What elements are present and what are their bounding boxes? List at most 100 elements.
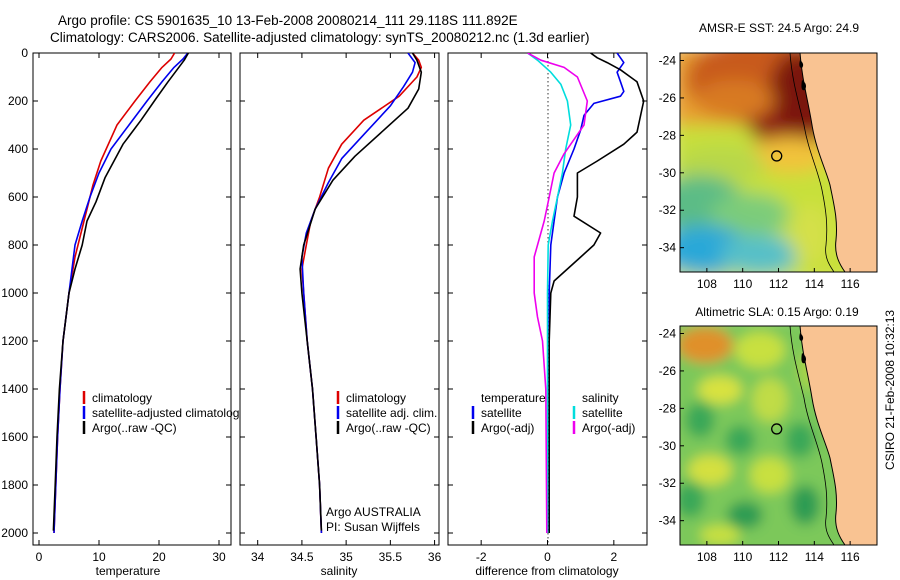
temperature-series — [52, 53, 190, 534]
legend-label-satellite: satellite-adjusted climatology — [92, 406, 245, 420]
map-y-tick-label: -24 — [659, 53, 677, 67]
difference-xlabel: difference from climatology — [475, 564, 618, 578]
salinity-xlabel: salinity — [321, 564, 358, 578]
map-y-tick-label: -34 — [659, 514, 677, 528]
series-line-argo — [52, 53, 190, 531]
legend-header-temperature: temperature — [481, 391, 546, 405]
x-tick-label: 36 — [428, 550, 442, 564]
sla-map-islands — [799, 333, 806, 364]
sst-map-title: AMSR-E SST: 24.5 Argo: 24.9 — [699, 21, 859, 35]
map-y-tick-label: -30 — [659, 439, 677, 453]
sla-map-panel: Altimetric SLA: 0.15 Argo: 0.19 — [659, 305, 878, 564]
map-y-tick-label: -26 — [659, 364, 677, 378]
x-tick-label: 0 — [36, 550, 43, 564]
map-y-tick-label: -24 — [659, 326, 677, 340]
sst-map-argo-marker — [771, 150, 783, 162]
legend-label-climatology: climatology — [346, 391, 406, 405]
sla-map-argo-marker — [771, 423, 783, 435]
map-x-tick-label: 108 — [697, 550, 717, 564]
x-tick-label: 2 — [610, 550, 617, 564]
x-tick-label: 34 — [251, 550, 265, 564]
sst-map-islands — [799, 60, 806, 91]
series-line-salinity-argo — [527, 53, 589, 534]
x-tick-label: 35.5 — [379, 550, 403, 564]
figure-title-line2: Climatology: CARS2006. Satellite-adjuste… — [50, 30, 590, 45]
legend-label-climatology: climatology — [92, 391, 152, 405]
legend-label-satellite: satellite adj. clim. — [346, 406, 437, 420]
map-y-tick-label: -26 — [659, 91, 677, 105]
series-line-temperature-argo — [548, 53, 645, 533]
series-line-salinity-satellite — [527, 53, 572, 533]
map-x-tick-label: 112 — [769, 550, 788, 564]
map-x-tick-label: 116 — [841, 277, 860, 291]
side-timestamp: CSIRO 21-Feb-2008 10:32:13 — [883, 310, 897, 470]
y-tick-label: 2000 — [1, 526, 28, 540]
map-y-tick-label: -34 — [659, 241, 677, 255]
map-x-tick-label: 114 — [805, 550, 824, 564]
y-tick-label: 800 — [8, 238, 28, 252]
x-tick-label: 0 — [544, 550, 551, 564]
sst-map-panel: AMSR-E SST: 24.5 Argo: 24.9 1 — [659, 21, 878, 291]
x-tick-label: 30 — [212, 550, 226, 564]
y-tick-label: 400 — [8, 142, 28, 156]
legend-label-salinity-argo: Argo(-adj) — [582, 421, 635, 435]
legend-label-temperature-satellite: satellite — [481, 406, 522, 420]
y-tick-label: 1200 — [1, 334, 28, 348]
salinity-note-project: Argo AUSTRALIA — [326, 505, 421, 519]
sst-map-image — [680, 53, 877, 272]
salinity-note-pi: PI: Susan Wijffels — [326, 520, 420, 534]
sst-map-land — [799, 53, 877, 272]
salinity-series — [299, 53, 423, 534]
sla-map-title: Altimetric SLA: 0.15 Argo: 0.19 — [695, 305, 859, 319]
salinity-panel: 34 34.5 35 35.5 36 salinity climatology sate… — [239, 52, 442, 578]
temperature-legend: climatology satellite-adjusted climatolo… — [82, 391, 245, 435]
temperature-axes-frame — [32, 52, 232, 546]
map-x-tick-label: 112 — [769, 277, 788, 291]
map-x-tick-label: 110 — [733, 277, 752, 291]
sla-map-image — [680, 326, 877, 545]
difference-legend: temperature satellite Argo(-adj) salinit… — [471, 391, 635, 435]
y-tick-label: 1800 — [1, 478, 28, 492]
x-tick-label: 20 — [152, 550, 166, 564]
map-y-tick-label: -32 — [659, 476, 677, 490]
sst-map-isobath — [789, 53, 835, 272]
y-tick-label: 1600 — [1, 430, 28, 444]
legend-header-salinity: salinity — [582, 391, 619, 405]
series-line-argo — [299, 53, 423, 531]
map-x-tick-label: 108 — [697, 277, 717, 291]
difference-series — [527, 53, 645, 534]
map-y-tick-label: -28 — [659, 128, 677, 142]
salinity-axes-frame — [239, 52, 440, 546]
series-line-temperature-satellite — [548, 53, 625, 533]
map-y-tick-label: -30 — [659, 166, 677, 180]
temperature-panel: 0 10 20 30 0 200 400 600 800 1000 1200 1400 1600 1800… — [1, 46, 245, 578]
y-tick-label: 0 — [21, 46, 28, 60]
salinity-legend: climatology satellite adj. clim. Argo(..… — [336, 391, 437, 435]
x-tick-label: 10 — [92, 550, 106, 564]
temperature-ticks: 0 10 20 30 0 200 400 600 800 1000 1200 1400 1600 1800… — [1, 46, 231, 564]
difference-ticks: -2 0 2 — [448, 52, 647, 564]
sla-map-ticks: 108 110 112 114 116 -24 -26 -28 -30 -32 -34 — [659, 326, 860, 564]
y-tick-label: 200 — [8, 94, 28, 108]
map-y-tick-label: -28 — [659, 401, 677, 415]
map-x-tick-label: 110 — [733, 550, 752, 564]
sla-map-isobath — [789, 326, 835, 545]
x-tick-label: -2 — [476, 550, 487, 564]
temperature-xlabel: temperature — [96, 564, 161, 578]
legend-label-argo: Argo(..raw -QC) — [92, 421, 177, 435]
x-tick-label: 35 — [339, 550, 353, 564]
map-x-tick-label: 116 — [841, 550, 860, 564]
sla-map-land — [799, 326, 877, 545]
x-tick-label: 34.5 — [290, 550, 314, 564]
legend-label-argo: Argo(..raw -QC) — [346, 421, 431, 435]
difference-panel: -2 0 2 difference from climatology tempera… — [447, 52, 648, 578]
figure-title-line1: Argo profile: CS 5901635_10 13-Feb-2008 … — [58, 13, 518, 28]
y-tick-label: 1400 — [1, 382, 28, 396]
y-tick-label: 600 — [8, 190, 28, 204]
map-x-tick-label: 114 — [805, 277, 824, 291]
sst-map-ticks: 108 110 112 114 116 -24 -26 -28 -30 -32 -34 — [659, 53, 860, 291]
legend-label-salinity-satellite: satellite — [582, 406, 623, 420]
map-y-tick-label: -32 — [659, 203, 677, 217]
y-tick-label: 1000 — [1, 286, 28, 300]
